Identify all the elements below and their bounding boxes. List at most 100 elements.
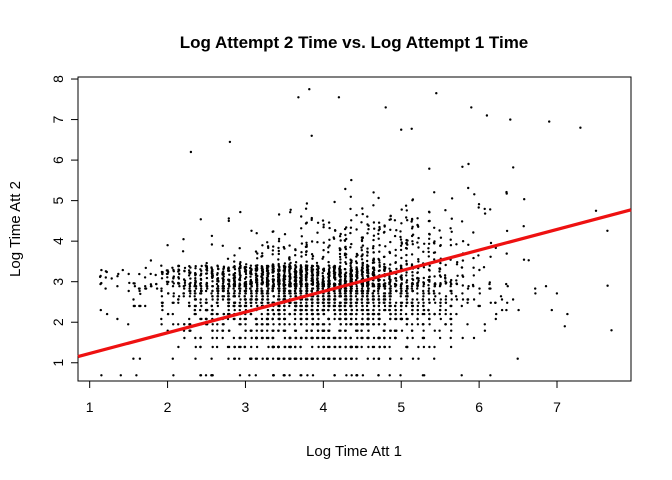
scatter-point bbox=[282, 277, 285, 281]
scatter-point bbox=[277, 283, 280, 286]
scatter-point bbox=[245, 263, 248, 266]
scatter-point bbox=[239, 210, 242, 214]
scatter-point bbox=[388, 345, 391, 349]
scatter-point bbox=[388, 308, 391, 312]
scatter-point bbox=[411, 304, 415, 308]
scatter-point bbox=[467, 285, 470, 288]
scatter-point bbox=[378, 336, 381, 340]
scatter-point bbox=[271, 275, 275, 278]
scatter-point bbox=[149, 259, 153, 262]
scatter-point bbox=[182, 238, 185, 241]
scatter-point bbox=[427, 287, 431, 290]
scatter-point bbox=[299, 287, 302, 290]
scatter-point bbox=[284, 345, 287, 349]
scatter-point bbox=[411, 308, 414, 312]
scatter-point bbox=[277, 240, 281, 243]
scatter-point bbox=[394, 254, 397, 257]
scatter-point bbox=[282, 298, 285, 301]
scatter-point bbox=[399, 244, 403, 247]
scatter-point bbox=[489, 301, 492, 304]
scatter-point bbox=[405, 253, 408, 257]
scatter-point bbox=[205, 272, 209, 275]
scatter-point bbox=[321, 279, 325, 282]
scatter-point bbox=[360, 258, 364, 261]
scatter-point bbox=[416, 317, 419, 321]
scatter-point bbox=[199, 317, 202, 321]
scatter-point bbox=[360, 249, 363, 252]
scatter-point bbox=[377, 232, 380, 236]
scatter-point bbox=[261, 357, 264, 360]
scatter-point bbox=[278, 357, 281, 360]
scatter-point bbox=[328, 345, 331, 349]
scatter-point bbox=[166, 244, 169, 247]
scatter-point bbox=[172, 295, 175, 298]
scatter-point bbox=[211, 329, 214, 332]
scatter-point bbox=[345, 317, 348, 321]
scatter-point bbox=[377, 221, 381, 224]
scatter-point bbox=[355, 261, 358, 265]
scatter-point bbox=[433, 191, 436, 194]
scatter-point bbox=[278, 269, 281, 272]
scatter-point bbox=[338, 295, 341, 298]
scatter-point bbox=[372, 261, 376, 264]
scatter-point bbox=[372, 301, 375, 304]
scatter-point bbox=[405, 301, 408, 304]
scatter-point bbox=[367, 265, 370, 268]
y-tick-label: 1 bbox=[50, 359, 66, 367]
scatter-point bbox=[383, 282, 386, 286]
scatter-point bbox=[355, 292, 358, 295]
scatter-point bbox=[377, 278, 380, 282]
scatter-point bbox=[444, 295, 448, 298]
scatter-point bbox=[211, 312, 214, 316]
scatter-point bbox=[512, 166, 515, 169]
scatter-point bbox=[439, 244, 442, 247]
scatter-point bbox=[177, 282, 181, 285]
scatter-point bbox=[266, 298, 269, 301]
scatter-point bbox=[550, 308, 553, 312]
scatter-point bbox=[266, 317, 269, 321]
scatter-point bbox=[360, 236, 364, 239]
scatter-point bbox=[333, 264, 336, 268]
scatter-point bbox=[304, 275, 308, 279]
scatter-point bbox=[188, 287, 191, 290]
scatter-point bbox=[327, 264, 331, 267]
scatter-point bbox=[395, 229, 398, 232]
scatter-point bbox=[310, 240, 314, 243]
scatter-point bbox=[410, 253, 414, 256]
scatter-point bbox=[283, 262, 287, 265]
scatter-point bbox=[200, 304, 203, 308]
scatter-point bbox=[299, 308, 302, 312]
scatter-point bbox=[366, 336, 369, 340]
scatter-point bbox=[322, 312, 326, 316]
scatter-point bbox=[366, 271, 369, 274]
scatter-point bbox=[215, 301, 219, 304]
scatter-point bbox=[432, 289, 435, 293]
scatter-point bbox=[350, 219, 353, 222]
scatter-point bbox=[249, 329, 253, 332]
scatter-point bbox=[349, 226, 353, 229]
scatter-point bbox=[187, 269, 191, 272]
scatter-point bbox=[349, 295, 353, 298]
scatter-point bbox=[238, 301, 241, 304]
scatter-point bbox=[349, 264, 352, 268]
scatter-point bbox=[116, 285, 119, 288]
scatter-point bbox=[205, 285, 208, 288]
scatter-point bbox=[383, 329, 386, 332]
scatter-point bbox=[277, 312, 281, 316]
scatter-point bbox=[144, 287, 148, 290]
scatter-point bbox=[310, 289, 313, 293]
scatter-point bbox=[339, 232, 342, 236]
scatter-point bbox=[371, 247, 375, 250]
scatter-point bbox=[222, 287, 225, 290]
scatter-point bbox=[449, 227, 452, 230]
scatter-point bbox=[276, 298, 280, 301]
scatter-point bbox=[315, 336, 319, 340]
scatter-point bbox=[294, 304, 297, 308]
scatter-point bbox=[432, 292, 436, 295]
scatter-point bbox=[511, 298, 515, 301]
scatter-point bbox=[350, 273, 353, 276]
scatter-point bbox=[277, 246, 280, 250]
scatter-point bbox=[500, 298, 504, 301]
scatter-point bbox=[449, 345, 453, 349]
scatter-point bbox=[356, 276, 359, 279]
